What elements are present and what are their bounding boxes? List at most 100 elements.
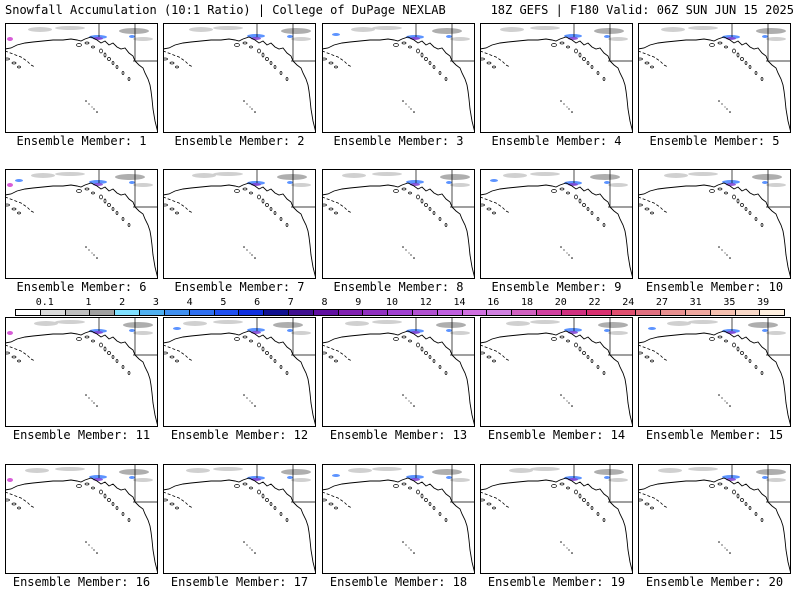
legend-tick-label: 24 <box>622 297 635 308</box>
hawaii-island <box>85 246 87 248</box>
island <box>273 65 277 69</box>
island <box>420 346 424 352</box>
island <box>408 45 412 49</box>
island <box>84 41 90 45</box>
island <box>261 198 265 204</box>
coastline <box>163 477 316 574</box>
ensemble-panel-2: Ensemble Member: 2 <box>163 23 316 150</box>
snow-swath <box>55 172 85 176</box>
ensemble-member-label: Ensemble Member: 7 <box>174 280 305 294</box>
snow-swath <box>688 467 718 471</box>
island <box>285 518 289 522</box>
island <box>111 355 115 359</box>
island <box>428 502 432 506</box>
island <box>265 57 269 61</box>
island <box>91 486 95 490</box>
political-border <box>573 169 633 208</box>
snow-swath <box>446 476 452 479</box>
hawaii-island <box>726 108 728 110</box>
hawaii-island <box>408 106 410 108</box>
island <box>408 191 412 195</box>
legend-color-cell <box>388 310 413 315</box>
map-frame <box>638 169 791 279</box>
map-frame <box>638 23 791 133</box>
snow-swath <box>213 320 243 324</box>
legend-color-cell <box>164 310 190 315</box>
island <box>416 194 420 200</box>
snow-swath <box>281 28 311 34</box>
island <box>279 365 283 369</box>
island <box>334 211 338 215</box>
island <box>424 57 428 61</box>
island <box>744 502 748 506</box>
snow-swath <box>7 478 13 482</box>
island <box>424 498 428 502</box>
legend-color-cell <box>735 310 761 315</box>
aleutian-islands <box>5 491 36 509</box>
island <box>279 512 283 516</box>
island <box>724 339 728 343</box>
snow-swath <box>608 478 628 482</box>
hawaii-island <box>254 257 256 259</box>
political-border <box>256 317 316 356</box>
hawaii-island <box>85 394 87 396</box>
valid-time: 18Z GEFS | F180 Valid: 06Z SUN JUN 15 20… <box>490 3 794 17</box>
political-border <box>731 169 791 208</box>
hawaii-island <box>560 100 562 102</box>
snow-swath <box>450 478 470 482</box>
snow-swath <box>564 34 582 38</box>
hawaii-island <box>560 541 562 543</box>
island <box>574 194 578 200</box>
island <box>261 493 265 499</box>
snow-swath <box>688 320 718 324</box>
hawaii-island <box>249 252 251 254</box>
map-frame <box>480 23 633 133</box>
map-frame <box>480 169 633 279</box>
island <box>5 57 10 61</box>
ensemble-panel-10: Ensemble Member: 10 <box>638 169 791 296</box>
snow-swath <box>291 478 311 482</box>
island <box>257 194 261 200</box>
ensemble-panel-3: Ensemble Member: 3 <box>322 23 475 150</box>
island <box>586 61 590 65</box>
hawaii-island <box>93 402 95 404</box>
hawaii-island <box>88 249 90 251</box>
aleutian-islands <box>163 196 194 214</box>
snow-swath <box>133 331 153 335</box>
hawaii-island <box>91 252 93 254</box>
ensemble-member-label: Ensemble Member: 4 <box>491 134 622 148</box>
political-border <box>415 464 475 503</box>
island <box>234 484 240 488</box>
island <box>76 43 82 47</box>
island <box>736 198 740 204</box>
island <box>175 359 179 363</box>
snow-swath <box>7 37 13 41</box>
map-frame <box>163 169 316 279</box>
hawaii-island <box>568 402 570 404</box>
hawaii-island <box>413 257 415 259</box>
snow-swath <box>604 181 610 184</box>
island <box>424 351 428 355</box>
island <box>328 61 334 65</box>
snow-swath <box>608 331 628 335</box>
island <box>107 351 111 355</box>
ensemble-panel-6: Ensemble Member: 6 <box>5 169 158 296</box>
island <box>602 223 606 227</box>
snow-swath <box>372 320 402 324</box>
hawaii-island <box>724 547 726 549</box>
island <box>644 502 650 506</box>
island <box>17 506 21 510</box>
hawaii-island <box>405 249 407 251</box>
coastline <box>5 477 158 574</box>
island <box>99 194 103 200</box>
hawaii-island <box>563 544 565 546</box>
aleutian-islands <box>638 491 669 509</box>
legend-color-cell <box>40 310 66 315</box>
snow-swath <box>432 28 462 34</box>
island <box>103 198 107 204</box>
island <box>760 77 764 81</box>
hawaii-island <box>408 400 410 402</box>
island <box>175 65 179 69</box>
snow-swath <box>291 331 311 335</box>
island <box>408 339 412 343</box>
